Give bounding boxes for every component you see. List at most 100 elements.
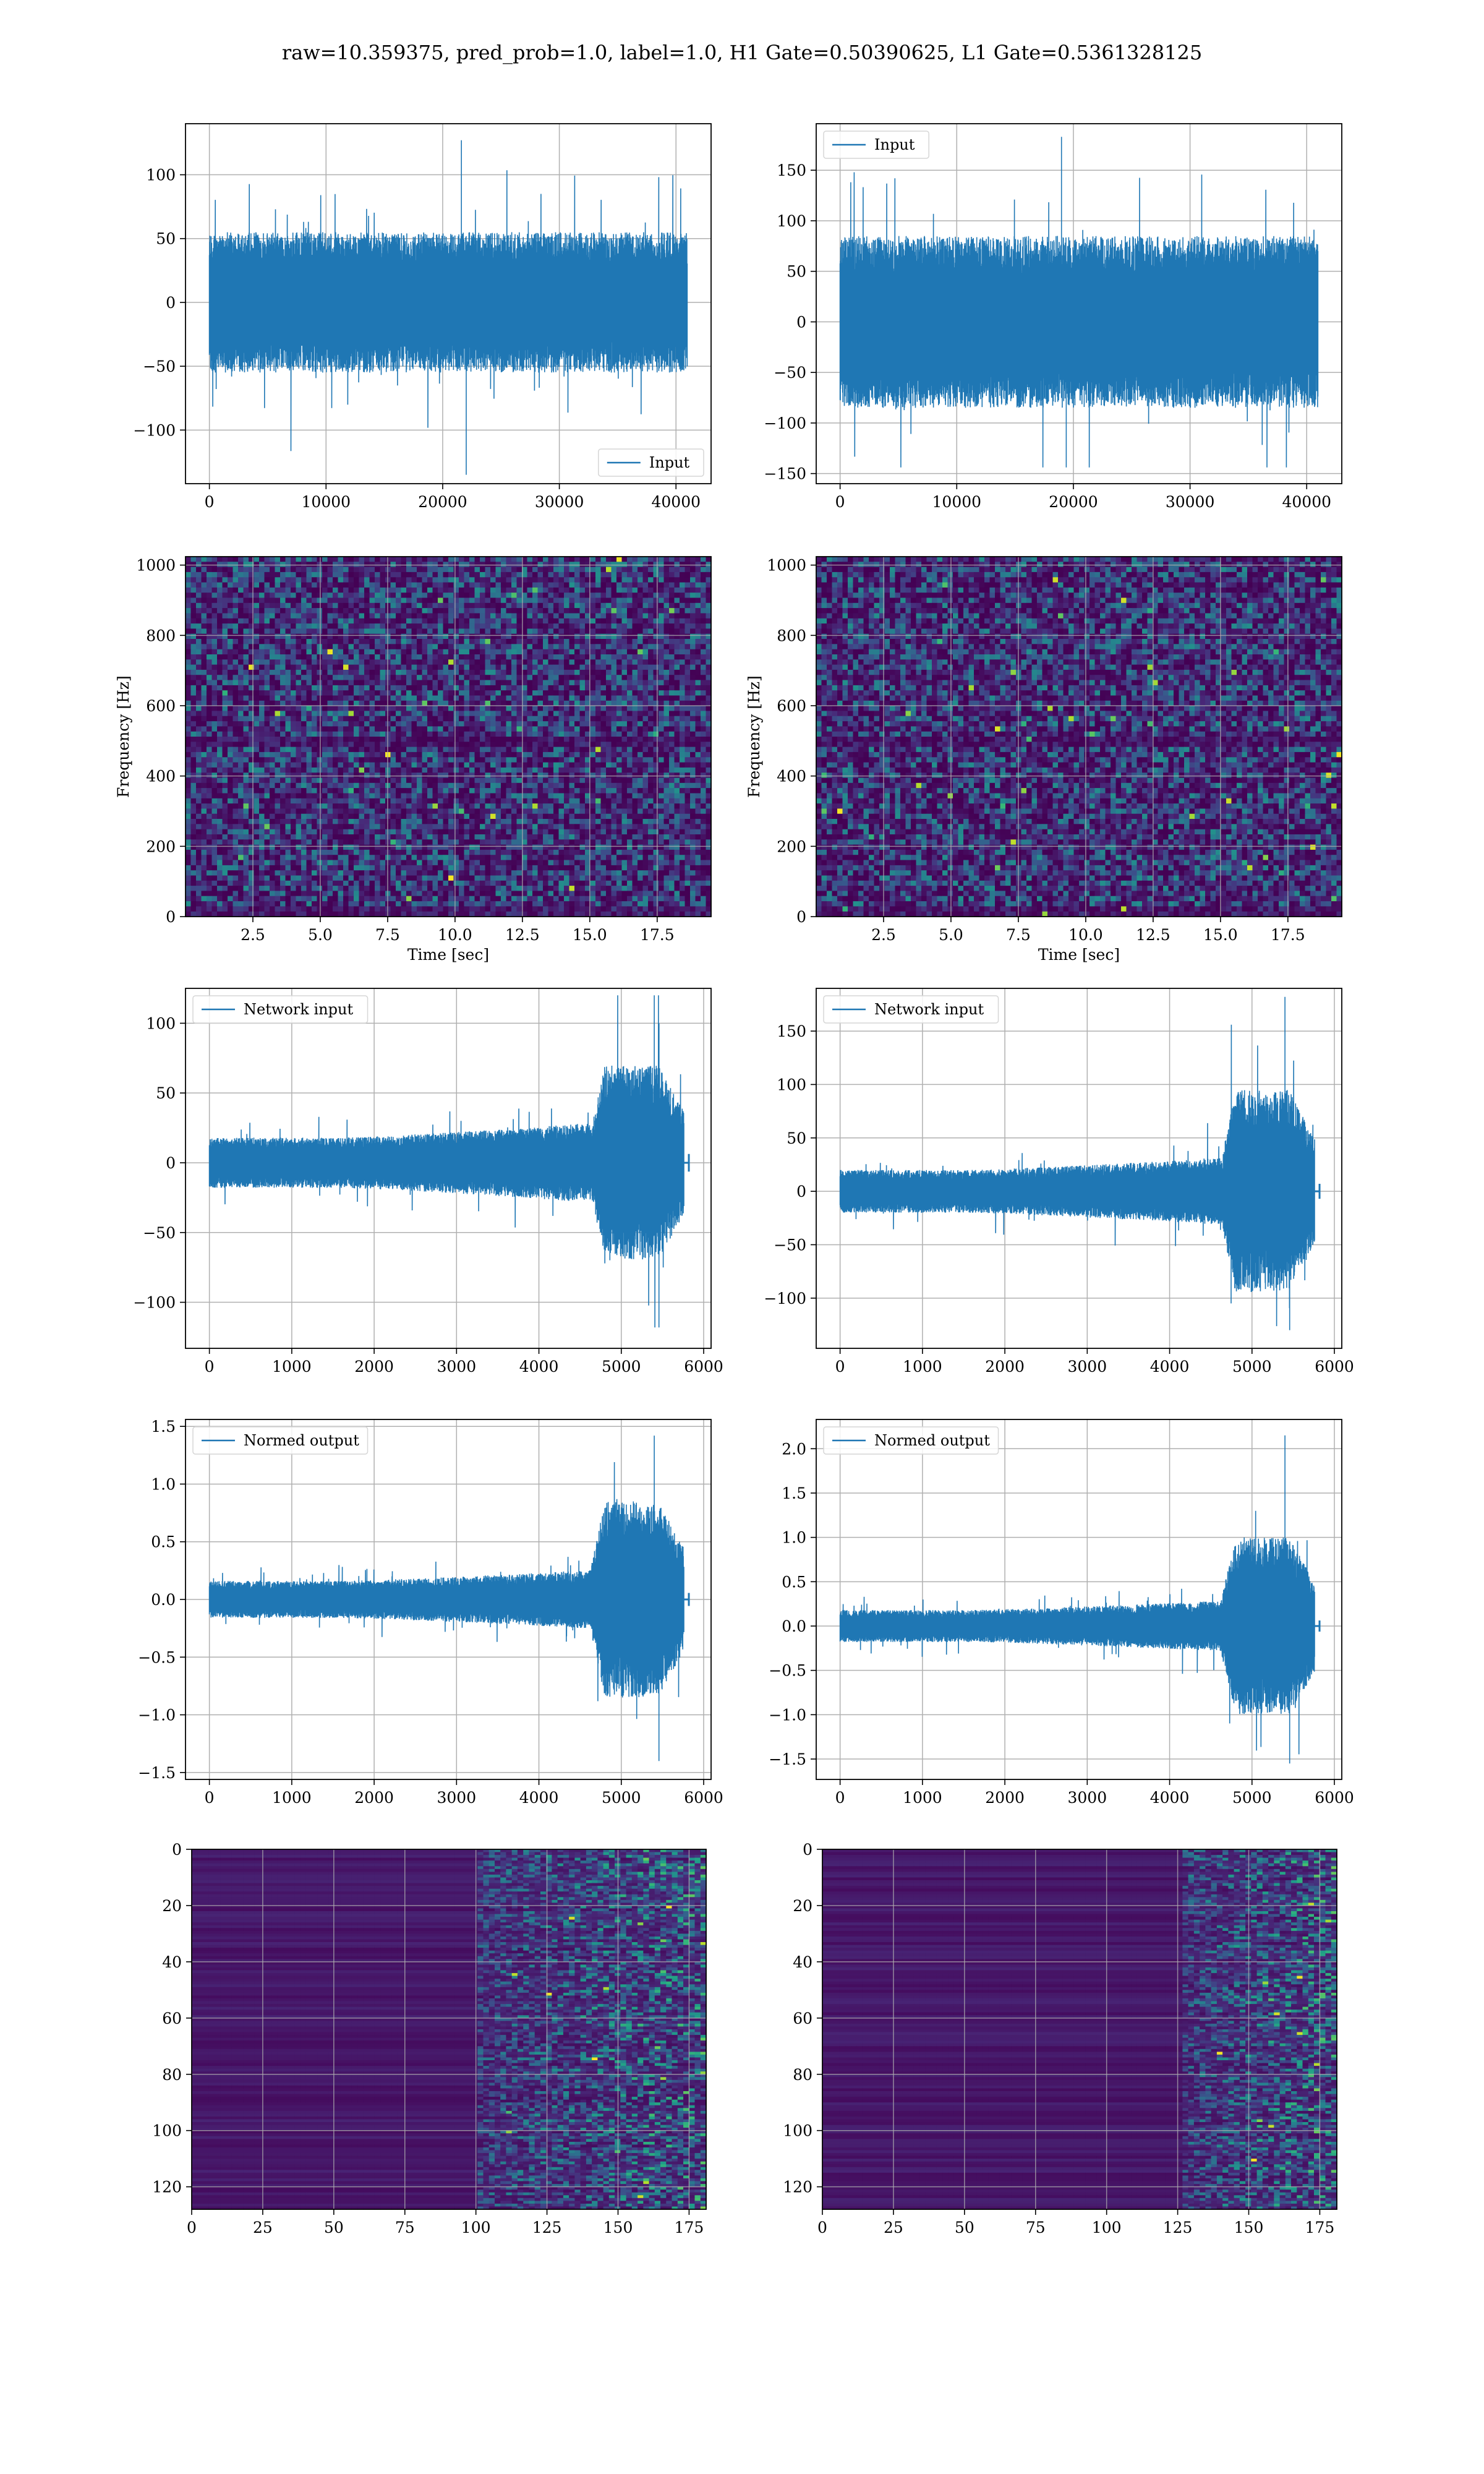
spectrogram-cell <box>217 711 223 716</box>
spectrogram-cell <box>375 721 380 727</box>
spectrogram-cell <box>406 623 412 629</box>
spectrogram-cell <box>532 649 538 655</box>
spectrogram-cell <box>464 572 470 578</box>
spectrogram-cell <box>564 696 569 701</box>
spectrogram-cell <box>601 557 607 562</box>
spectrogram-cell <box>433 747 438 753</box>
spectrogram-cell <box>296 603 302 609</box>
spectrogram-cell <box>701 588 706 593</box>
spectrogram-cell <box>343 788 349 794</box>
spectrogram-cell <box>664 639 670 644</box>
spectrogram-cell <box>543 773 548 778</box>
spectrogram-cell <box>480 716 485 722</box>
spectrogram-cell <box>506 572 512 578</box>
spectrogram-cell <box>448 680 454 686</box>
spectrogram-cell <box>616 649 622 655</box>
spectrogram-cell <box>501 618 506 624</box>
spectrogram-cell <box>664 603 670 609</box>
spectrogram-cell <box>238 716 244 722</box>
spectrogram-cell <box>664 773 670 778</box>
spectrogram-cell <box>196 628 202 634</box>
spectrogram-cell <box>685 783 691 789</box>
spectrogram-cell <box>543 567 548 573</box>
spectrogram-cell <box>469 557 475 562</box>
spectrogram-cell <box>375 598 380 604</box>
spectrogram-cell <box>664 634 670 640</box>
spectrogram-cell <box>559 763 565 768</box>
spectrogram-cell <box>475 557 480 562</box>
spectrogram-cell <box>685 593 691 598</box>
spectrogram-cell <box>275 737 281 742</box>
spectrogram-cell <box>301 711 307 716</box>
spectrogram-cell <box>501 644 506 649</box>
spectrogram-cell <box>328 794 333 799</box>
spectrogram-cell <box>207 557 212 562</box>
spectrogram-cell <box>675 628 680 634</box>
spectrogram-cell <box>638 577 643 583</box>
spectrogram-cell <box>538 798 544 804</box>
spectrogram-cell <box>196 696 202 701</box>
spectrogram-cell <box>685 685 691 691</box>
spectrogram-cell <box>648 649 654 655</box>
spectrogram-cell <box>506 680 512 686</box>
spectrogram-cell <box>454 593 459 598</box>
spectrogram-cell <box>202 634 207 640</box>
spectrogram-cell <box>270 577 275 583</box>
spectrogram-cell <box>669 608 675 614</box>
spectrogram-cell <box>490 742 496 747</box>
spectrogram-cell <box>370 567 375 573</box>
spectrogram-cell <box>312 628 317 634</box>
spectrogram-cell <box>354 696 359 701</box>
spectrogram-cell <box>501 562 506 567</box>
spectrogram-cell <box>490 788 496 794</box>
spectrogram-cell <box>480 593 485 598</box>
spectrogram-cell <box>464 598 470 604</box>
spectrogram-cell <box>543 557 548 562</box>
spectrogram-cell <box>301 680 307 686</box>
spectrogram-cell <box>464 757 470 763</box>
spectrogram-cell <box>422 670 428 675</box>
spectrogram-cell <box>648 690 654 696</box>
spectrogram-cell <box>338 567 344 573</box>
spectrogram-cell <box>364 608 370 614</box>
spectrogram-cell <box>654 680 659 686</box>
spectrogram-cell <box>275 726 281 732</box>
spectrogram-cell <box>202 639 207 644</box>
spectrogram-cell <box>233 557 239 562</box>
spectrogram-cell <box>233 773 239 778</box>
spectrogram-cell <box>343 593 349 598</box>
spectrogram-cell <box>343 706 349 711</box>
spectrogram-cell <box>296 783 302 789</box>
spectrogram-cell <box>427 706 433 711</box>
spectrogram-cell <box>443 696 449 701</box>
spectrogram-cell <box>480 747 485 753</box>
spectrogram-cell <box>464 628 470 634</box>
spectrogram-cell <box>228 752 233 758</box>
spectrogram-cell <box>696 618 701 624</box>
spectrogram-cell <box>548 788 554 794</box>
spectrogram-cell <box>501 567 506 573</box>
spectrogram-cell <box>259 706 265 711</box>
spectrogram-cell <box>543 603 548 609</box>
spectrogram-cell <box>202 685 207 691</box>
spectrogram-cell <box>291 603 296 609</box>
spectrogram-cell <box>406 685 412 691</box>
spectrogram-cell <box>601 737 607 742</box>
spectrogram-cell <box>685 598 691 604</box>
spectrogram-cell <box>380 773 386 778</box>
spectrogram-cell <box>270 794 275 799</box>
spectrogram-cell <box>559 711 565 716</box>
spectrogram-cell <box>591 567 596 573</box>
spectrogram-cell <box>275 608 281 614</box>
spectrogram-cell <box>296 737 302 742</box>
spectrogram-cell <box>338 618 344 624</box>
spectrogram-cell <box>595 752 601 758</box>
spectrogram-cell <box>380 742 386 747</box>
spectrogram-cell <box>438 696 443 701</box>
spectrogram-cell <box>469 665 475 670</box>
spectrogram-cell <box>591 557 596 562</box>
spectrogram-cell <box>511 768 517 773</box>
spectrogram-cell <box>228 608 233 614</box>
spectrogram-cell <box>401 583 407 588</box>
